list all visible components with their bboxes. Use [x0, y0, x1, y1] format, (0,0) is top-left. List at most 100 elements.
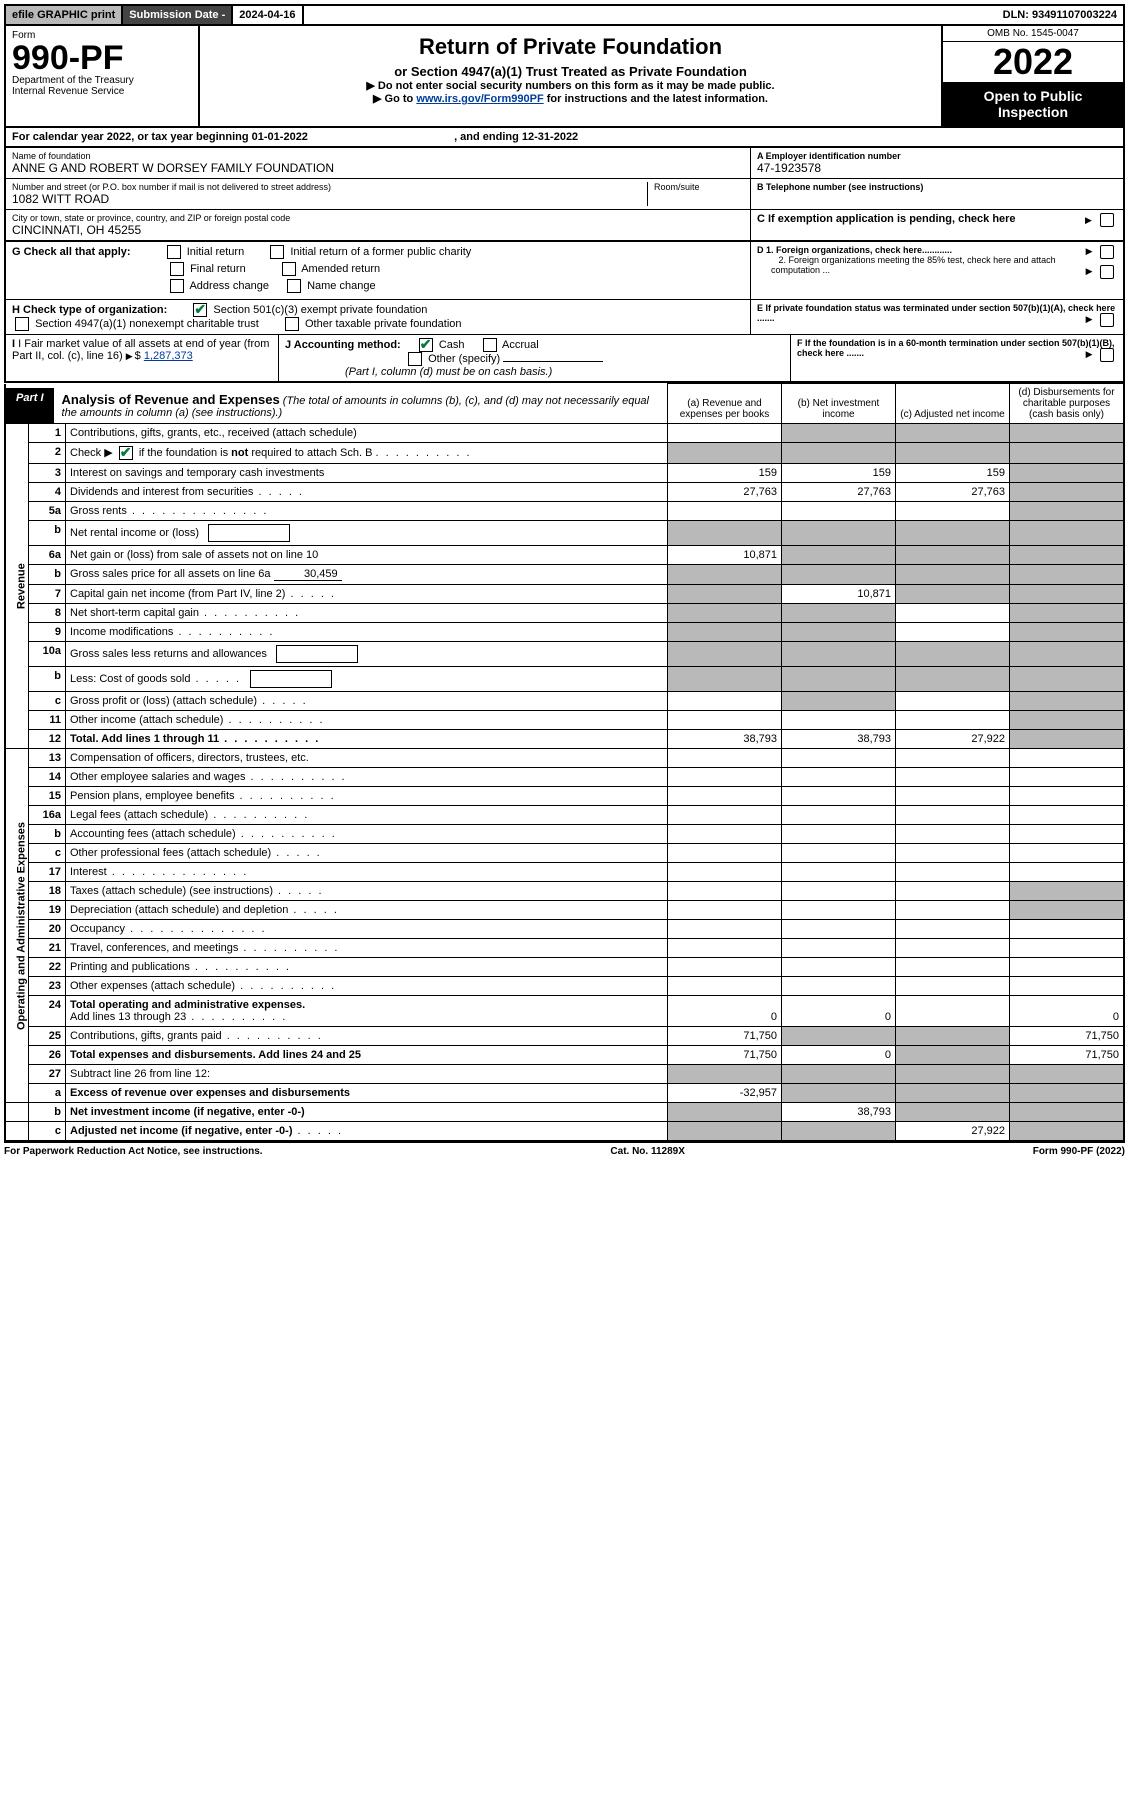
room-label: Room/suite — [654, 182, 744, 192]
part1-badge: Part I — [6, 388, 54, 423]
c-label: C If exemption application is pending, c… — [757, 213, 1016, 225]
line-6b: Gross sales price for all assets on line… — [66, 565, 668, 585]
line-26: Total expenses and disbursements. Add li… — [66, 1046, 668, 1065]
line-27a: Excess of revenue over expenses and disb… — [66, 1084, 668, 1103]
g-initial-former-checkbox[interactable] — [270, 245, 284, 259]
page-footer: For Paperwork Reduction Act Notice, see … — [4, 1142, 1125, 1157]
line-21: Travel, conferences, and meetings — [66, 939, 668, 958]
col-b-header: (b) Net investment income — [782, 384, 896, 424]
ein: 47-1923578 — [757, 161, 1117, 175]
revenue-side-label: Revenue — [5, 424, 29, 749]
d1-checkbox[interactable] — [1100, 245, 1114, 259]
line-27: Subtract line 26 from line 12: — [66, 1065, 668, 1084]
j-other-checkbox[interactable] — [408, 352, 422, 366]
section-g-d: G Check all that apply: Initial return I… — [4, 242, 1125, 300]
col-c-header: (c) Adjusted net income — [896, 384, 1010, 424]
line-6a: Net gain or (loss) from sale of assets n… — [66, 546, 668, 565]
line-12: Total. Add lines 1 through 11 — [66, 730, 668, 749]
line-16c: Other professional fees (attach schedule… — [66, 844, 668, 863]
line-14: Other employee salaries and wages — [66, 768, 668, 787]
arrow-icon — [1086, 246, 1095, 256]
line-15: Pension plans, employee benefits — [66, 787, 668, 806]
dept-treasury: Department of the Treasury — [12, 75, 192, 86]
h-other-checkbox[interactable] — [285, 317, 299, 331]
h-4947-checkbox[interactable] — [15, 317, 29, 331]
ssn-note: ▶ Do not enter social security numbers o… — [206, 79, 935, 92]
expenses-side-label: Operating and Administrative Expenses — [5, 749, 29, 1103]
entity-row-3: City or town, state or province, country… — [4, 210, 1125, 242]
cat-no: Cat. No. 11289X — [610, 1146, 684, 1157]
form-header: Form 990-PF Department of the Treasury I… — [4, 26, 1125, 128]
section-h-e: H Check type of organization: Section 50… — [4, 300, 1125, 335]
arrow-icon — [1086, 266, 1095, 276]
h-501c3-checkbox[interactable] — [193, 303, 207, 317]
arrow-icon — [126, 350, 135, 362]
line-27c: Adjusted net income (if negative, enter … — [66, 1122, 668, 1142]
line-25: Contributions, gifts, grants paid — [66, 1027, 668, 1046]
line-18: Taxes (attach schedule) (see instruction… — [66, 882, 668, 901]
j-accrual-checkbox[interactable] — [483, 338, 497, 352]
g-amended-checkbox[interactable] — [282, 262, 296, 276]
part1-table: Part I Analysis of Revenue and Expenses … — [4, 383, 1125, 1142]
calendar-year-row: For calendar year 2022, or tax year begi… — [4, 128, 1125, 148]
line-16b: Accounting fees (attach schedule) — [66, 825, 668, 844]
g-initial-checkbox[interactable] — [167, 245, 181, 259]
line-24: Total operating and administrative expen… — [66, 996, 668, 1027]
ein-label: A Employer identification number — [757, 151, 1117, 161]
line-4: Dividends and interest from securities — [66, 483, 668, 502]
e-checkbox[interactable] — [1100, 313, 1114, 327]
line-23: Other expenses (attach schedule) — [66, 977, 668, 996]
line-2: Check ▶ if the foundation is not require… — [66, 443, 668, 464]
efile-print[interactable]: efile GRAPHIC print — [6, 6, 123, 24]
section-ijf: I I Fair market value of all assets at e… — [4, 335, 1125, 383]
tel-label: B Telephone number (see instructions) — [757, 182, 1117, 192]
form-number: 990-PF — [12, 41, 192, 75]
line-16a: Legal fees (attach schedule) — [66, 806, 668, 825]
e-label: E If private foundation status was termi… — [757, 303, 1115, 323]
fmv-link[interactable]: 1,287,373 — [144, 350, 193, 362]
line-17: Interest — [66, 863, 668, 882]
submission-date-label: Submission Date - — [123, 6, 233, 24]
line-10a: Gross sales less returns and allowances — [66, 642, 668, 667]
form-ref: Form 990-PF (2022) — [1033, 1146, 1125, 1157]
d2-checkbox[interactable] — [1100, 265, 1114, 279]
street-address: 1082 WITT ROAD — [12, 192, 641, 206]
foundation-name: ANNE G AND ROBERT W DORSEY FAMILY FOUNDA… — [12, 161, 744, 175]
g-address-checkbox[interactable] — [170, 279, 184, 293]
line-9: Income modifications — [66, 623, 668, 642]
line-27b: Net investment income (if negative, ente… — [66, 1103, 668, 1122]
irs-link[interactable]: www.irs.gov/Form990PF — [416, 93, 543, 105]
form-title: Return of Private Foundation — [206, 34, 935, 60]
city-label: City or town, state or province, country… — [12, 213, 744, 223]
d1-label: D 1. Foreign organizations, check here..… — [757, 245, 952, 255]
g-final-checkbox[interactable] — [170, 262, 184, 276]
line-13: Compensation of officers, directors, tru… — [66, 749, 668, 768]
arrow-icon — [1085, 214, 1094, 226]
c-checkbox[interactable] — [1100, 213, 1114, 227]
line-10b: Less: Cost of goods sold — [66, 667, 668, 692]
schb-checkbox[interactable] — [119, 446, 133, 460]
entity-row-2: Number and street (or P.O. box number if… — [4, 179, 1125, 210]
g-name-checkbox[interactable] — [287, 279, 301, 293]
line-5a: Gross rents — [66, 502, 668, 521]
tax-year: 2022 — [943, 42, 1123, 82]
line-8: Net short-term capital gain — [66, 604, 668, 623]
line-1: Contributions, gifts, grants, etc., rece… — [66, 424, 668, 443]
j-cash-checkbox[interactable] — [419, 338, 433, 352]
paperwork-notice: For Paperwork Reduction Act Notice, see … — [4, 1146, 263, 1157]
col-a-header: (a) Revenue and expenses per books — [668, 384, 782, 424]
addr-label: Number and street (or P.O. box number if… — [12, 182, 641, 192]
line-22: Printing and publications — [66, 958, 668, 977]
i-label: I Fair market value of all assets at end… — [12, 338, 269, 362]
open-inspection: Open to Public Inspection — [943, 82, 1123, 126]
line-11: Other income (attach schedule) — [66, 711, 668, 730]
col-d-header: (d) Disbursements for charitable purpose… — [1010, 384, 1125, 424]
form-subtitle: or Section 4947(a)(1) Trust Treated as P… — [206, 64, 935, 79]
f-checkbox[interactable] — [1100, 348, 1114, 362]
h-label: H Check type of organization: — [12, 304, 167, 316]
line-19: Depreciation (attach schedule) and deple… — [66, 901, 668, 920]
arrow-icon — [1086, 349, 1095, 359]
submission-date: 2024-04-16 — [233, 6, 303, 24]
top-bar: efile GRAPHIC print Submission Date - 20… — [4, 4, 1125, 26]
city-state-zip: CINCINNATI, OH 45255 — [12, 223, 744, 237]
